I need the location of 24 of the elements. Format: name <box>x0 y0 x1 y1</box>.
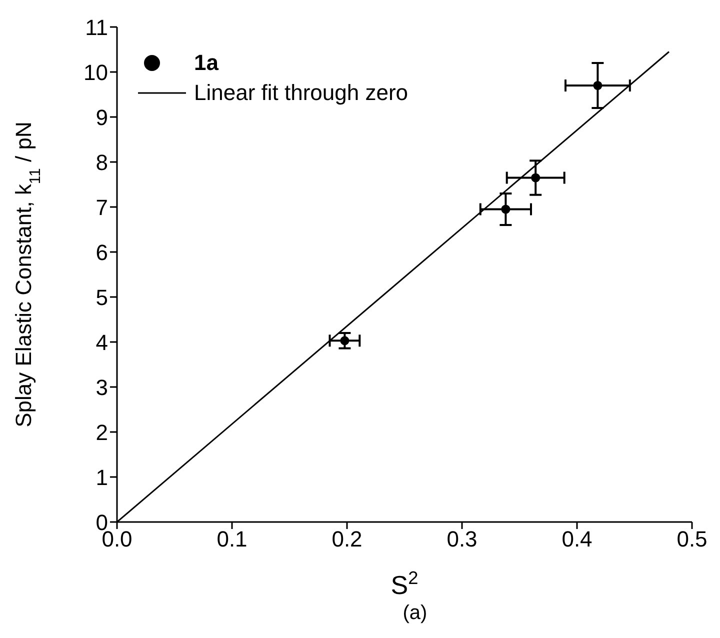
y-tick-label: 3 <box>96 374 108 400</box>
x-axis-title: S$^{2}$ <box>390 568 418 600</box>
x-tick-label: 0.2 <box>332 526 362 552</box>
y-tick-label: 1 <box>96 464 108 490</box>
legend-label: 1a <box>194 49 218 77</box>
x-tick-label: 0.4 <box>562 526 592 552</box>
y-tick-label: 8 <box>96 150 108 175</box>
text: (a) <box>402 602 428 625</box>
y-tick-label: 10 <box>84 60 108 85</box>
y-tick-label: 7 <box>96 194 108 220</box>
point <box>531 173 540 182</box>
legend-label: Linear fit through zero <box>194 79 408 107</box>
y-tick-label: 11 <box>85 14 108 40</box>
y-tick-label: 6 <box>96 240 108 265</box>
point <box>501 204 510 214</box>
y-tick-label: 9 <box>96 104 108 130</box>
y-tick-label: 4 <box>96 330 108 355</box>
x-tick-label: 0.3 <box>446 526 478 552</box>
point <box>340 336 350 346</box>
x-tick-label: 0.5 <box>676 526 708 552</box>
y-tick-label: 2 <box>96 420 108 445</box>
y-tick-label: 5 <box>96 284 108 310</box>
point <box>593 80 602 90</box>
x-tick-label: 0.1 <box>216 526 248 552</box>
